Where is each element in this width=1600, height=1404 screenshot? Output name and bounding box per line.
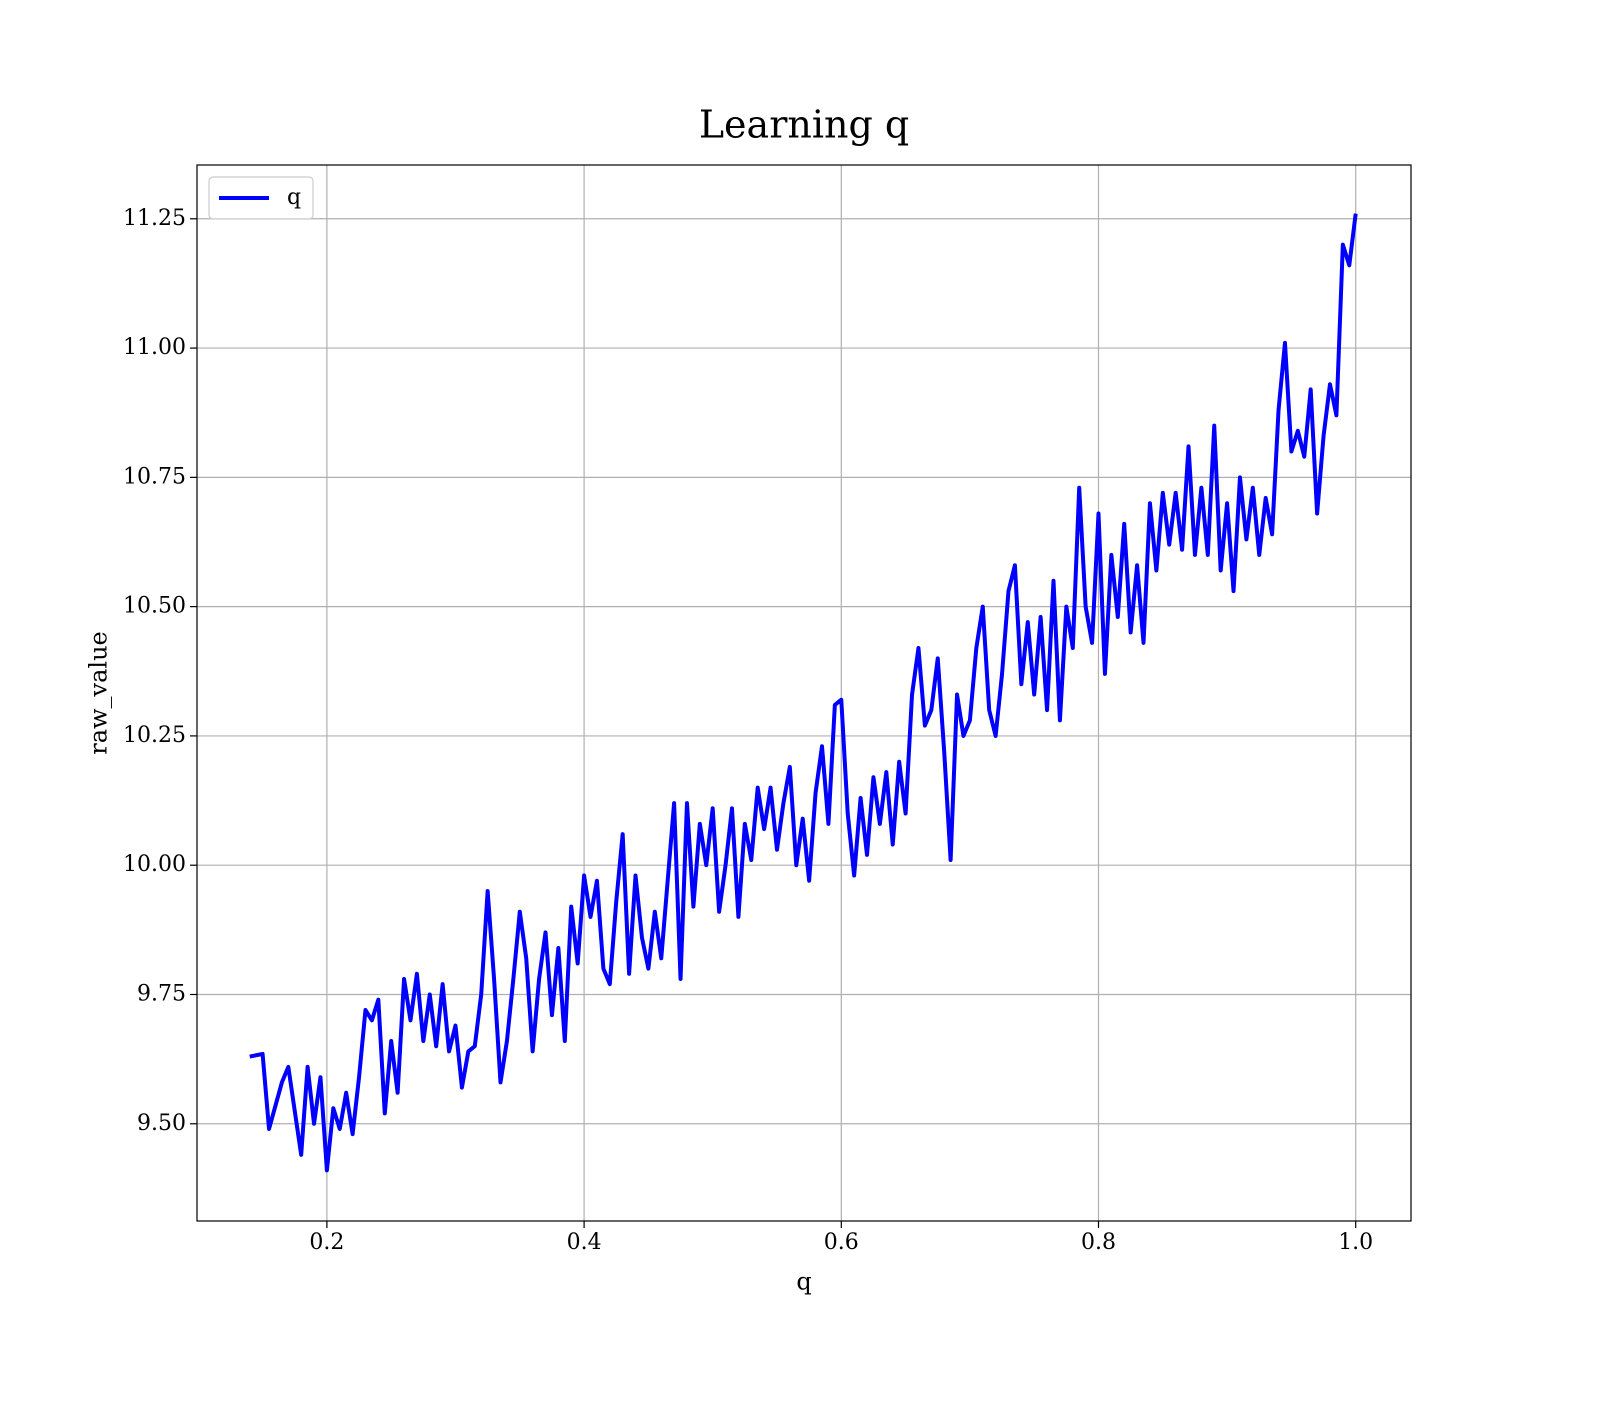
- y-tick-label: 10.50: [123, 594, 186, 619]
- y-tick-label: 10.25: [123, 723, 186, 748]
- marks: [249, 213, 1358, 1173]
- y-tick-label: 11.00: [123, 335, 186, 360]
- chart-title: Learning q: [699, 103, 909, 147]
- grid: [197, 165, 1411, 1221]
- x-tick-label: 0.6: [824, 1230, 859, 1255]
- x-tick-label: 0.8: [1081, 1230, 1116, 1255]
- legend-label: q: [287, 185, 301, 210]
- plot-frame: [196, 164, 1412, 1222]
- data-line: [249, 213, 1358, 1173]
- y-tick-label: 10.75: [123, 464, 186, 489]
- x-tick-label: 0.4: [567, 1230, 602, 1255]
- x-axis-label: q: [796, 1268, 811, 1296]
- y-tick-label: 10.00: [123, 852, 186, 877]
- y-tick-label: 9.75: [137, 981, 186, 1006]
- y-tick-label: 11.25: [123, 206, 186, 231]
- y-axis-label: raw_value: [85, 631, 113, 755]
- x-tick-label: 1.0: [1338, 1230, 1373, 1255]
- x-tick-label: 0.2: [309, 1230, 344, 1255]
- legend: q: [208, 176, 314, 220]
- y-tick-label: 9.50: [137, 1111, 186, 1136]
